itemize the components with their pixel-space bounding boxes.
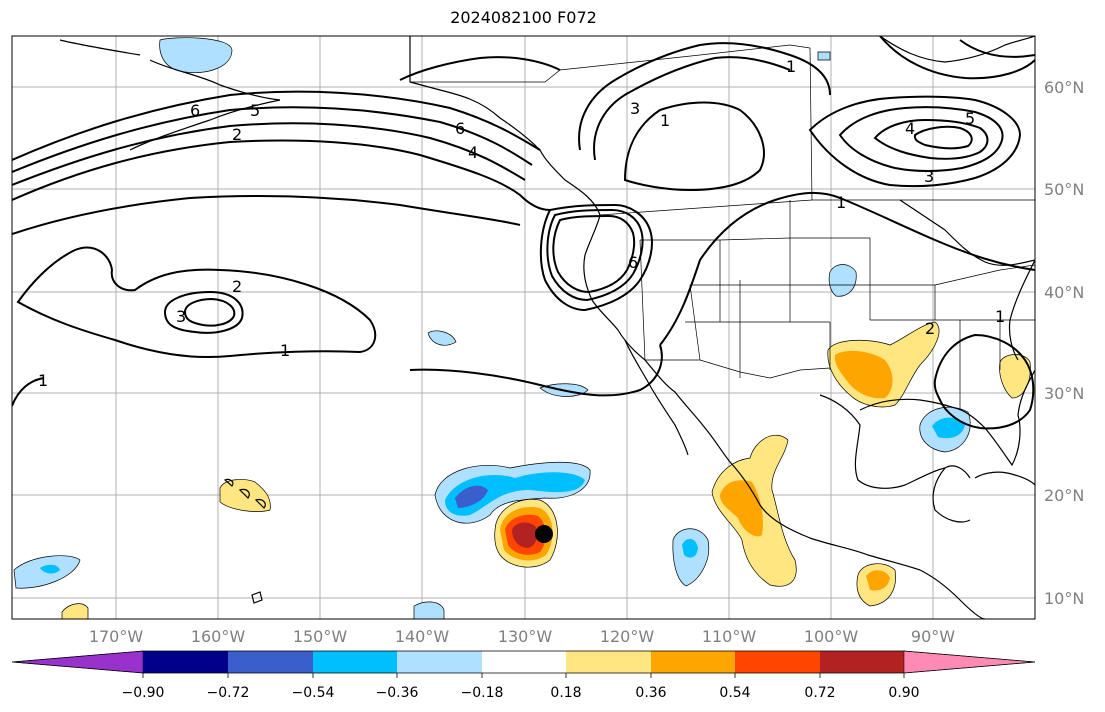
colorbar-tick-label: −0.54 [292,685,335,701]
contour-label: 1 [995,307,1005,326]
negative-region [932,417,965,439]
lon-axis: 170°W 160°W 150°W 140°W 130°W 120°W 110°… [89,627,955,646]
negative-region [40,564,60,574]
storm-center-marker [535,525,553,543]
positive-region [834,350,893,399]
positive-region [720,480,763,537]
colorbar-tick-label: 0.18 [550,685,581,701]
lon-tick-label: 160°W [191,627,246,646]
lon-tick-label: 110°W [702,627,757,646]
negative-region [445,472,585,516]
colorbar-segment [397,651,482,673]
contour-label: 3 [924,167,934,186]
colorbar-segment [651,651,735,673]
lon-tick-label: 140°W [395,627,450,646]
lat-tick-label: 20°N [1044,486,1084,505]
contour-label: 3 [630,99,640,118]
colorbar-tick-label: −0.72 [207,685,250,701]
colorbar-segment [735,651,820,673]
lat-tick-label: 10°N [1044,589,1084,608]
colorbar-tick-label: −0.18 [461,685,504,701]
lon-tick-label: 170°W [89,627,144,646]
colorbar-segment [566,651,651,673]
plot-frame [11,35,1036,620]
lat-tick-label: 30°N [1044,384,1084,403]
map-title: 2024082100 F072 [450,8,597,27]
negative-region [427,330,457,346]
colorbar-tick-label: 0.54 [719,685,750,701]
colorbar-segment [820,651,904,673]
shaded-fields [13,37,1031,619]
contour-label: 4 [468,143,478,162]
colorbar-right-extension [903,650,1036,674]
contour-label: 1 [38,371,48,390]
contour-label: 2 [925,319,935,338]
borders [410,44,1035,410]
negative-region [455,485,488,508]
positive-region [866,570,890,591]
colorbar-left-extension [11,650,144,674]
contour-labels: 6 5 2 2 3 1 1 6 4 6 3 1 1 1 4 5 3 2 1 [38,57,1005,390]
contour-label: 6 [628,253,638,272]
colorbar-tick-label: −0.36 [376,685,419,701]
negative-region [159,37,233,73]
lon-tick-label: 120°W [600,627,655,646]
positive-region [512,522,538,548]
colorbar-segment [313,651,397,673]
colorbar-segment [482,651,566,673]
colorbar-tick-label: 0.72 [804,685,835,701]
contour-label: 4 [905,119,915,138]
contour-label: 1 [280,341,290,360]
colorbar-tick-label: 0.90 [888,685,919,701]
lat-tick-label: 60°N [1044,78,1084,97]
contours [12,36,1035,430]
contour-label: 1 [836,193,846,212]
lon-tick-label: 90°W [911,627,955,646]
colorbar-tick-label: 0.36 [635,685,666,701]
contour-label: 1 [660,111,670,130]
contour-label: 3 [176,307,186,326]
contour-label: 2 [232,125,242,144]
lon-tick-label: 130°W [498,627,553,646]
contour-label: 5 [965,109,975,128]
lat-axis: 60°N 50°N 40°N 30°N 20°N 10°N [1044,78,1084,608]
negative-region [413,601,445,619]
contour-label: 5 [250,101,260,120]
negative-region [682,538,698,558]
contour-label: 6 [455,119,465,138]
negative-region [817,51,831,61]
colorbar-segment [228,651,313,673]
lat-tick-label: 50°N [1044,180,1084,199]
colorbar: −0.90 −0.72 −0.54 −0.36 −0.18 0.18 0.36 … [11,650,1036,701]
contour-label: 2 [232,277,242,296]
colorbar-tick-label: −0.90 [122,685,165,701]
lat-tick-label: 40°N [1044,283,1084,302]
contour-label: 1 [786,57,796,76]
lon-tick-label: 150°W [293,627,348,646]
lon-tick-label: 100°W [804,627,859,646]
contour-label: 6 [190,101,200,120]
colorbar-segment [143,651,228,673]
positive-region [61,603,89,619]
